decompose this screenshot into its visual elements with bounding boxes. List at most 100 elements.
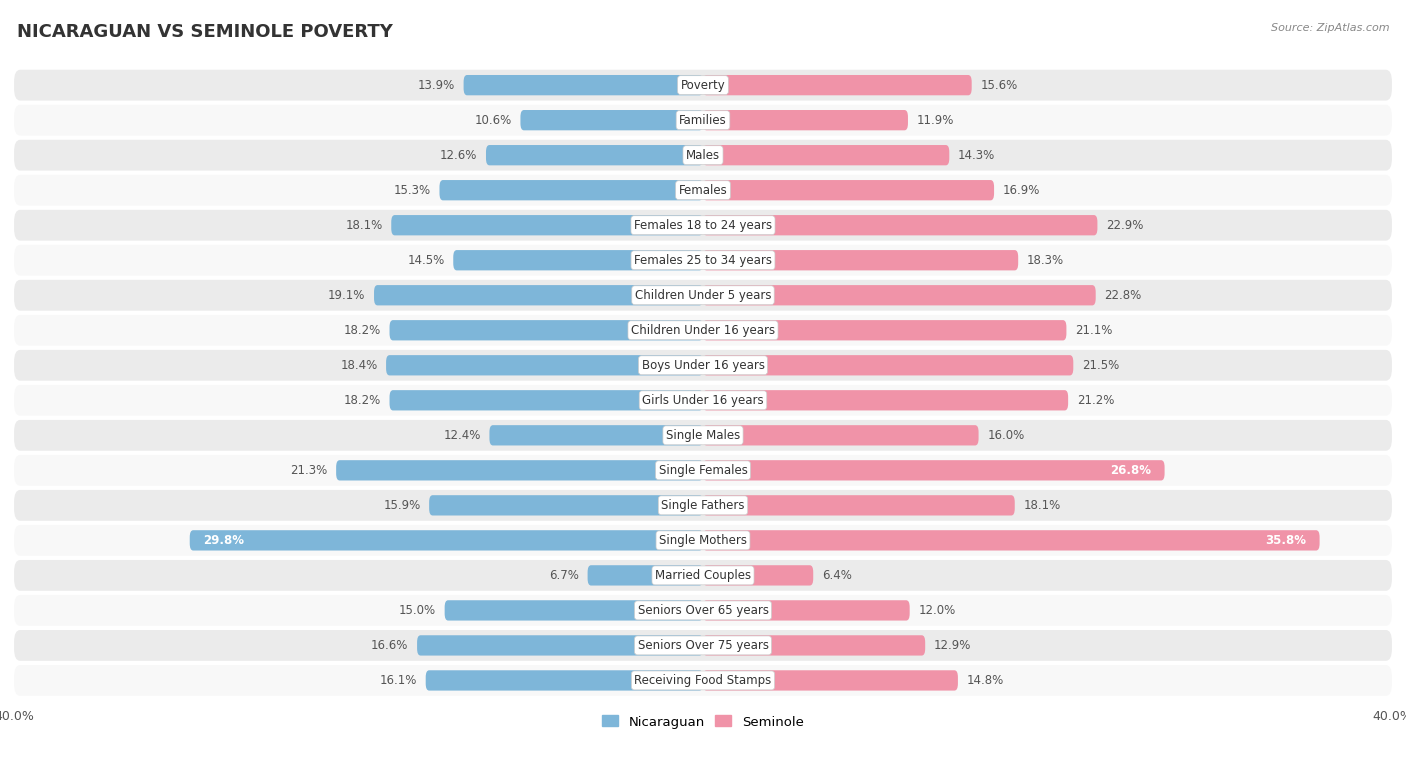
- FancyBboxPatch shape: [14, 70, 1392, 101]
- FancyBboxPatch shape: [14, 665, 1392, 696]
- Text: 18.2%: 18.2%: [343, 394, 381, 407]
- Text: Females 18 to 24 years: Females 18 to 24 years: [634, 219, 772, 232]
- FancyBboxPatch shape: [391, 215, 703, 236]
- FancyBboxPatch shape: [389, 390, 703, 410]
- FancyBboxPatch shape: [486, 145, 703, 165]
- Text: 19.1%: 19.1%: [328, 289, 366, 302]
- Text: 12.0%: 12.0%: [918, 604, 956, 617]
- Text: 6.7%: 6.7%: [550, 569, 579, 582]
- Text: 18.1%: 18.1%: [1024, 499, 1060, 512]
- FancyBboxPatch shape: [14, 139, 1392, 171]
- Text: Single Males: Single Males: [666, 429, 740, 442]
- Text: Single Females: Single Females: [658, 464, 748, 477]
- Text: 29.8%: 29.8%: [204, 534, 245, 547]
- FancyBboxPatch shape: [14, 350, 1392, 381]
- Text: Children Under 5 years: Children Under 5 years: [634, 289, 772, 302]
- FancyBboxPatch shape: [703, 215, 1098, 236]
- FancyBboxPatch shape: [703, 285, 1095, 305]
- Text: 12.9%: 12.9%: [934, 639, 972, 652]
- FancyBboxPatch shape: [703, 635, 925, 656]
- Text: 21.1%: 21.1%: [1076, 324, 1112, 337]
- FancyBboxPatch shape: [429, 495, 703, 515]
- Text: 15.9%: 15.9%: [384, 499, 420, 512]
- FancyBboxPatch shape: [14, 175, 1392, 205]
- FancyBboxPatch shape: [336, 460, 703, 481]
- FancyBboxPatch shape: [703, 320, 1066, 340]
- Text: 15.6%: 15.6%: [980, 79, 1018, 92]
- FancyBboxPatch shape: [190, 530, 703, 550]
- Text: 12.6%: 12.6%: [440, 149, 478, 161]
- Text: 6.4%: 6.4%: [823, 569, 852, 582]
- Text: 14.5%: 14.5%: [408, 254, 444, 267]
- FancyBboxPatch shape: [14, 280, 1392, 311]
- FancyBboxPatch shape: [588, 565, 703, 585]
- FancyBboxPatch shape: [14, 560, 1392, 590]
- Text: 16.9%: 16.9%: [1002, 183, 1040, 196]
- FancyBboxPatch shape: [703, 425, 979, 446]
- Legend: Nicaraguan, Seminole: Nicaraguan, Seminole: [598, 710, 808, 734]
- Text: 18.2%: 18.2%: [343, 324, 381, 337]
- Text: 21.5%: 21.5%: [1083, 359, 1119, 371]
- FancyBboxPatch shape: [489, 425, 703, 446]
- Text: Children Under 16 years: Children Under 16 years: [631, 324, 775, 337]
- FancyBboxPatch shape: [14, 105, 1392, 136]
- Text: Girls Under 16 years: Girls Under 16 years: [643, 394, 763, 407]
- FancyBboxPatch shape: [418, 635, 703, 656]
- Text: Females 25 to 34 years: Females 25 to 34 years: [634, 254, 772, 267]
- FancyBboxPatch shape: [426, 670, 703, 691]
- FancyBboxPatch shape: [14, 490, 1392, 521]
- Text: Single Mothers: Single Mothers: [659, 534, 747, 547]
- Text: Seniors Over 65 years: Seniors Over 65 years: [637, 604, 769, 617]
- Text: 11.9%: 11.9%: [917, 114, 953, 127]
- Text: Married Couples: Married Couples: [655, 569, 751, 582]
- Text: 35.8%: 35.8%: [1265, 534, 1306, 547]
- FancyBboxPatch shape: [703, 460, 1164, 481]
- FancyBboxPatch shape: [703, 180, 994, 200]
- Text: 18.1%: 18.1%: [346, 219, 382, 232]
- Text: NICARAGUAN VS SEMINOLE POVERTY: NICARAGUAN VS SEMINOLE POVERTY: [17, 23, 392, 41]
- Text: 15.0%: 15.0%: [399, 604, 436, 617]
- Text: 18.4%: 18.4%: [340, 359, 377, 371]
- FancyBboxPatch shape: [387, 356, 703, 375]
- FancyBboxPatch shape: [374, 285, 703, 305]
- Text: Single Fathers: Single Fathers: [661, 499, 745, 512]
- FancyBboxPatch shape: [444, 600, 703, 621]
- Text: Receiving Food Stamps: Receiving Food Stamps: [634, 674, 772, 687]
- FancyBboxPatch shape: [453, 250, 703, 271]
- Text: 26.8%: 26.8%: [1109, 464, 1152, 477]
- Text: 13.9%: 13.9%: [418, 79, 456, 92]
- FancyBboxPatch shape: [14, 630, 1392, 661]
- Text: 16.1%: 16.1%: [380, 674, 418, 687]
- Text: Males: Males: [686, 149, 720, 161]
- Text: 22.8%: 22.8%: [1104, 289, 1142, 302]
- FancyBboxPatch shape: [14, 595, 1392, 626]
- FancyBboxPatch shape: [703, 565, 813, 585]
- Text: 12.4%: 12.4%: [443, 429, 481, 442]
- FancyBboxPatch shape: [703, 110, 908, 130]
- FancyBboxPatch shape: [14, 315, 1392, 346]
- Text: 22.9%: 22.9%: [1107, 219, 1143, 232]
- Text: Source: ZipAtlas.com: Source: ZipAtlas.com: [1271, 23, 1389, 33]
- FancyBboxPatch shape: [14, 385, 1392, 415]
- Text: 21.2%: 21.2%: [1077, 394, 1114, 407]
- Text: Boys Under 16 years: Boys Under 16 years: [641, 359, 765, 371]
- FancyBboxPatch shape: [440, 180, 703, 200]
- Text: 15.3%: 15.3%: [394, 183, 430, 196]
- Text: 10.6%: 10.6%: [475, 114, 512, 127]
- FancyBboxPatch shape: [14, 245, 1392, 276]
- Text: 21.3%: 21.3%: [290, 464, 328, 477]
- FancyBboxPatch shape: [464, 75, 703, 96]
- FancyBboxPatch shape: [703, 495, 1015, 515]
- FancyBboxPatch shape: [703, 670, 957, 691]
- Text: Families: Families: [679, 114, 727, 127]
- FancyBboxPatch shape: [703, 250, 1018, 271]
- FancyBboxPatch shape: [14, 420, 1392, 451]
- FancyBboxPatch shape: [14, 210, 1392, 240]
- Text: 14.8%: 14.8%: [966, 674, 1004, 687]
- FancyBboxPatch shape: [14, 525, 1392, 556]
- FancyBboxPatch shape: [703, 600, 910, 621]
- Text: 16.0%: 16.0%: [987, 429, 1025, 442]
- Text: Females: Females: [679, 183, 727, 196]
- FancyBboxPatch shape: [703, 390, 1069, 410]
- FancyBboxPatch shape: [520, 110, 703, 130]
